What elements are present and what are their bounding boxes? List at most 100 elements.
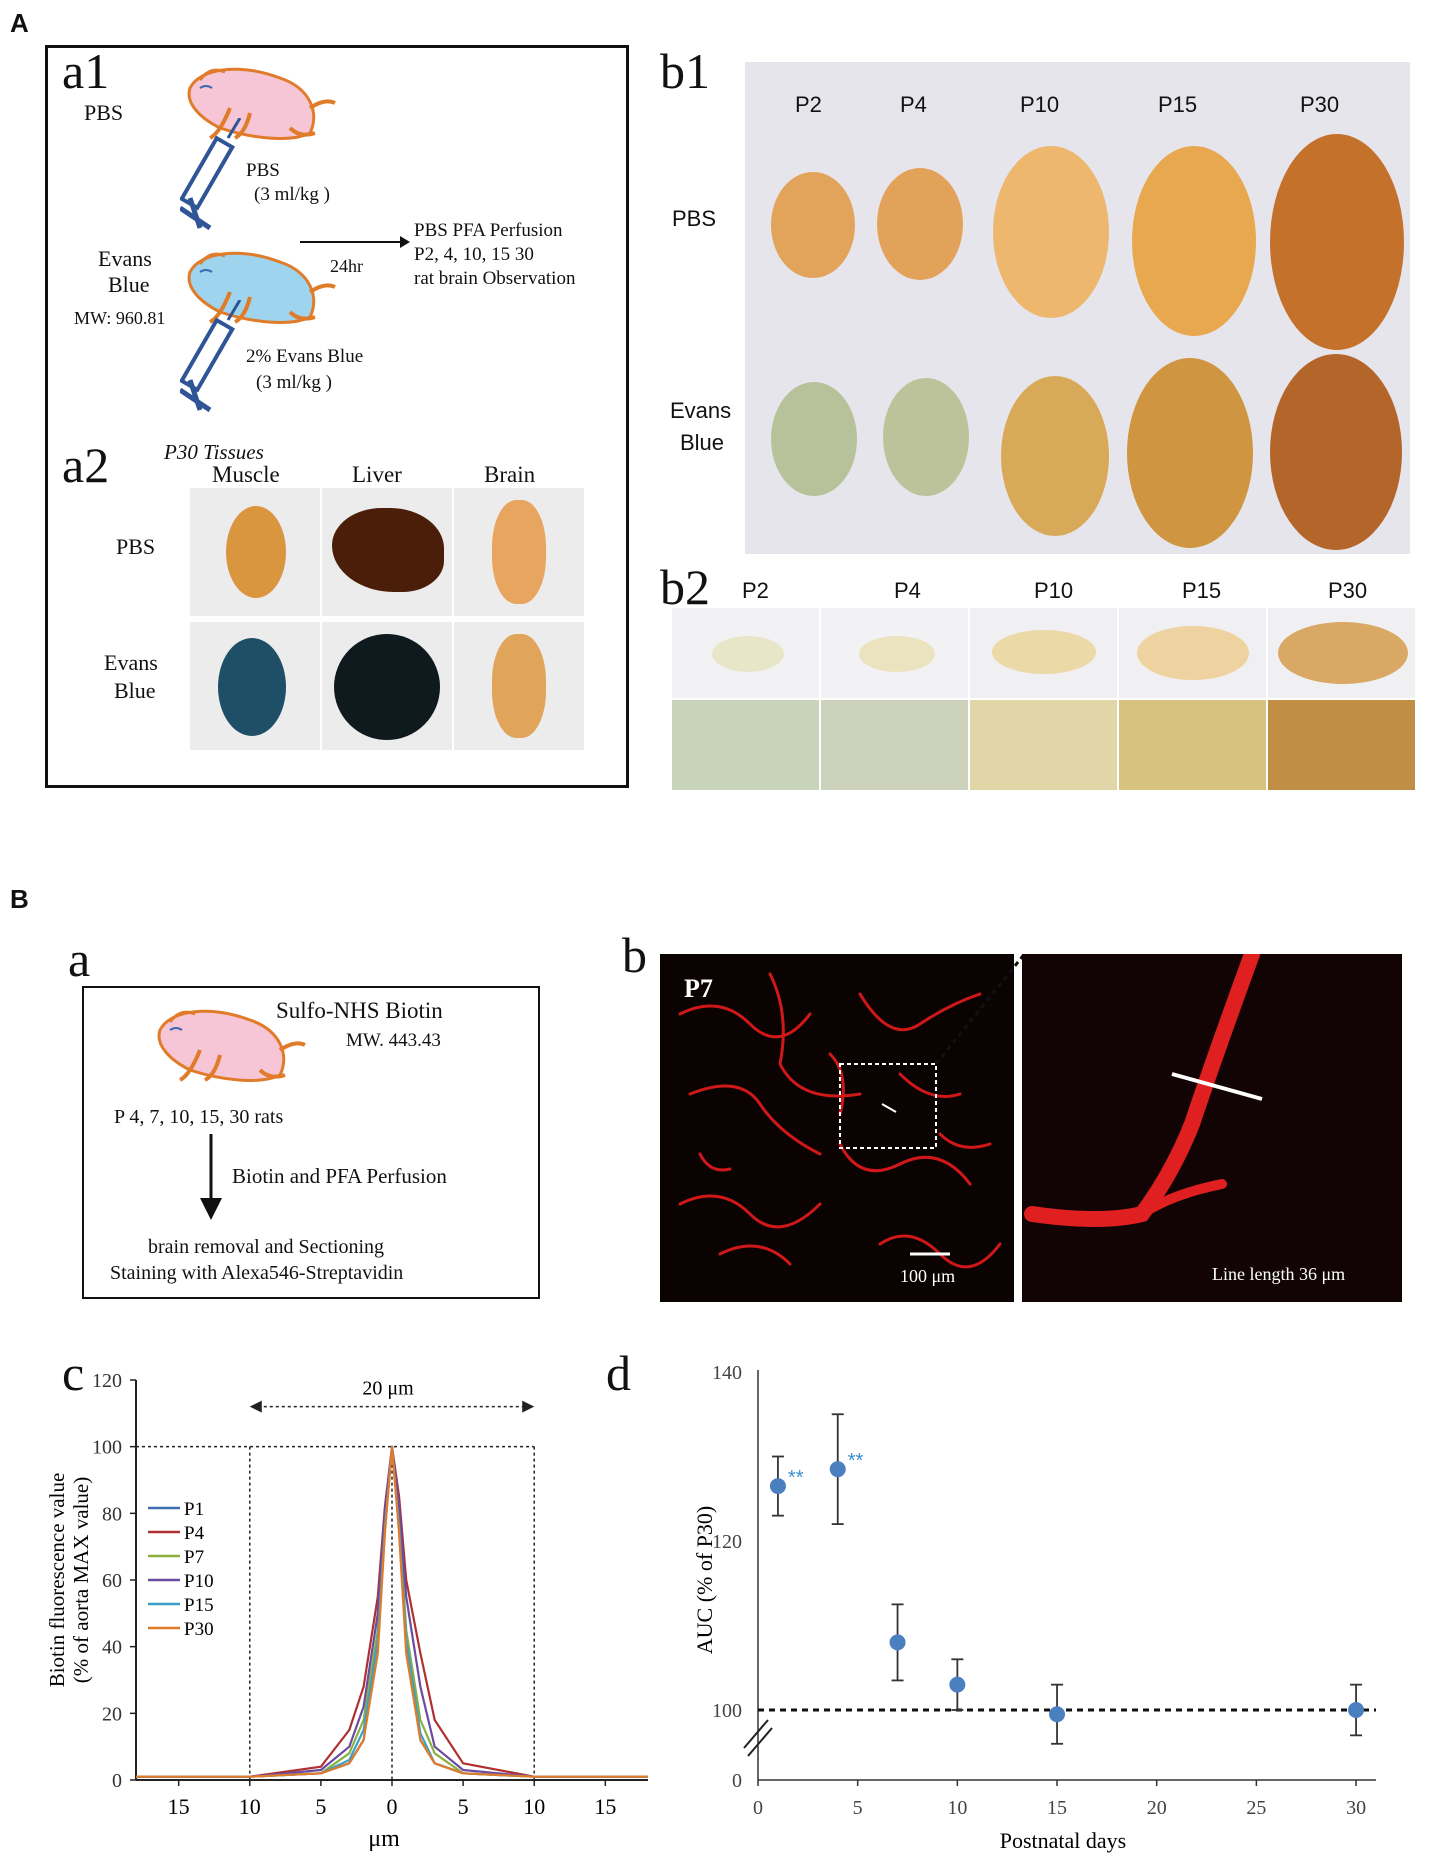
sub-label-Bb: b bbox=[622, 927, 647, 983]
d-x-tick-label: 10 bbox=[947, 1797, 967, 1819]
a1-evans-dose-1: 2% Evans Blue bbox=[246, 346, 364, 367]
b2-zoom-p4 bbox=[821, 700, 968, 790]
a1-pbs-dose-1: PBS bbox=[246, 160, 280, 181]
panel-label-A: A bbox=[10, 8, 29, 38]
d-point bbox=[889, 1634, 906, 1651]
b1-age-p30: P30 bbox=[1300, 92, 1340, 117]
c-x-tick-label: 15 bbox=[168, 1794, 190, 1819]
d-x-tick-label: 5 bbox=[853, 1797, 863, 1819]
c-y-tick-label: 120 bbox=[92, 1370, 122, 1392]
a1-pbs-dose-2: (3 ml/kg ) bbox=[254, 184, 330, 205]
d-x-tick-label: 30 bbox=[1346, 1797, 1366, 1819]
tissue-pbs-liver bbox=[322, 488, 452, 616]
b2-zoom-p2 bbox=[672, 700, 819, 790]
rat-pbs-illustration bbox=[187, 67, 336, 140]
b2-sagittal-p4 bbox=[821, 608, 968, 698]
b1-photo: P2 P4 P10 P15 P30 bbox=[745, 62, 1410, 554]
b2-zoom-p10 bbox=[970, 700, 1117, 790]
c-y-tick-label: 100 bbox=[92, 1437, 122, 1459]
Ba-final-2: Staining with Alexa546-Streptavidin bbox=[110, 1262, 404, 1284]
d-x-tick-label: 20 bbox=[1147, 1797, 1167, 1819]
d-x-tick-label: 0 bbox=[753, 1797, 763, 1819]
b2-sagittal-p10 bbox=[970, 608, 1117, 698]
b1-age-p15: P15 bbox=[1158, 92, 1198, 117]
a1-mw: MW: 960.81 bbox=[74, 308, 166, 328]
a2-col-brain: Brain bbox=[484, 462, 536, 487]
b2-sagittal-p30 bbox=[1268, 608, 1415, 698]
c-x-tick-label: 5 bbox=[458, 1794, 469, 1819]
syringe-evans-icon bbox=[180, 300, 242, 413]
d-point bbox=[829, 1461, 846, 1478]
a1-time: 24hr bbox=[330, 256, 363, 276]
rat-biotin-illustration bbox=[157, 1009, 306, 1082]
d-y-tick-label: 140 bbox=[712, 1362, 742, 1384]
c-y-tick-label: 0 bbox=[112, 1770, 122, 1792]
c-legend-label-p4: P4 bbox=[184, 1523, 205, 1544]
b1-row-evans-2: Blue bbox=[680, 430, 725, 455]
brain-pbs-p2 bbox=[771, 172, 855, 278]
chart-c: 15 10 5 0 5 10 15 0 20 40 60 80 100 120 μm Biotin fluor… bbox=[45, 1370, 648, 1852]
d-x-label: Postnatal days bbox=[1000, 1828, 1127, 1853]
c-y-tick-label: 20 bbox=[102, 1703, 122, 1725]
sub-label-Bd: d bbox=[606, 1345, 631, 1401]
d-axis-break-2 bbox=[747, 1727, 773, 1757]
b2-age-p2: P2 bbox=[742, 578, 769, 603]
Ba-reagent: Sulfo-NHS Biotin bbox=[276, 998, 443, 1023]
c-series-p30 bbox=[136, 1445, 648, 1778]
arrow-down-icon bbox=[200, 1134, 222, 1220]
a2-col-liver: Liver bbox=[352, 462, 402, 487]
confocal-image-zoom bbox=[1022, 954, 1402, 1302]
confocal-image-overview bbox=[660, 954, 1014, 1302]
sub-label-b2: b2 bbox=[660, 559, 710, 615]
d-y-tick-label: 120 bbox=[712, 1531, 742, 1553]
arrow-right-icon bbox=[300, 236, 410, 248]
sub-label-a2: a2 bbox=[62, 437, 110, 493]
a1-evans-label-2: Blue bbox=[108, 272, 150, 297]
zoom-connector bbox=[936, 952, 1028, 1064]
brain-pbs-p10 bbox=[993, 146, 1109, 318]
c-x-tick-label: 10 bbox=[523, 1794, 545, 1819]
chart-d: 0 5 10 15 20 25 30 0 100 120 140 Postnatal days AUC … bbox=[692, 1362, 1376, 1853]
c-x-tick-label: 0 bbox=[387, 1794, 398, 1819]
a1-outcome-1: PBS PFA Perfusion bbox=[414, 220, 563, 241]
d-y-tick-label: 100 bbox=[712, 1700, 742, 1722]
a1-outcome-2: P2, 4, 10, 15 30 bbox=[414, 244, 534, 265]
sub-label-Ba: a bbox=[68, 931, 91, 987]
brain-pbs-p30 bbox=[1270, 134, 1404, 350]
tissue-pbs-brain bbox=[454, 488, 584, 616]
tissue-evans-muscle bbox=[190, 622, 320, 750]
c-annotation: 20 μm bbox=[362, 1378, 414, 1400]
Ba-rats: P 4, 7, 10, 15, 30 rats bbox=[114, 1106, 284, 1128]
b1-age-p4: P4 bbox=[900, 92, 927, 117]
a1-pbs-label: PBS bbox=[84, 100, 124, 125]
b2-sagittal-p2 bbox=[672, 608, 819, 698]
sub-label-a1: a1 bbox=[62, 43, 110, 99]
b2-age-p10: P10 bbox=[1034, 578, 1074, 603]
brain-evans-p15 bbox=[1127, 358, 1253, 548]
a1-outcome-3: rat brain Observation bbox=[414, 268, 576, 289]
c-y-tick-label: 80 bbox=[102, 1503, 122, 1525]
d-axis-break-1 bbox=[743, 1719, 769, 1749]
b2-age-p15: P15 bbox=[1182, 578, 1222, 603]
c-x-tick-label: 5 bbox=[315, 1794, 326, 1819]
c-span-arrow-left bbox=[249, 1400, 262, 1413]
brain-evans-p10 bbox=[1001, 376, 1109, 536]
syringe-pbs-icon bbox=[180, 118, 242, 231]
d-x-tick-label: 15 bbox=[1047, 1797, 1067, 1819]
a2-row-pbs: PBS bbox=[116, 534, 156, 559]
brain-evans-p4 bbox=[883, 378, 969, 496]
d-y-tick-label: 0 bbox=[732, 1770, 742, 1792]
d-point bbox=[1348, 1702, 1365, 1718]
Bb-scale: 100 μm bbox=[900, 1266, 956, 1286]
Ba-step: Biotin and PFA Perfusion bbox=[232, 1164, 447, 1188]
b2-sagittal-p15 bbox=[1119, 608, 1266, 698]
Bb-age: P7 bbox=[684, 974, 713, 1003]
c-x-tick-label: 10 bbox=[239, 1794, 261, 1819]
brain-pbs-p4 bbox=[877, 168, 963, 280]
Bb-line-length: Line length 36 μm bbox=[1212, 1264, 1346, 1284]
c-x-tick-label: 15 bbox=[594, 1794, 616, 1819]
d-point bbox=[769, 1478, 786, 1495]
c-legend-label-p30: P30 bbox=[184, 1619, 214, 1640]
b1-row-evans-1: Evans bbox=[670, 398, 732, 423]
b1-age-p2: P2 bbox=[795, 92, 822, 117]
